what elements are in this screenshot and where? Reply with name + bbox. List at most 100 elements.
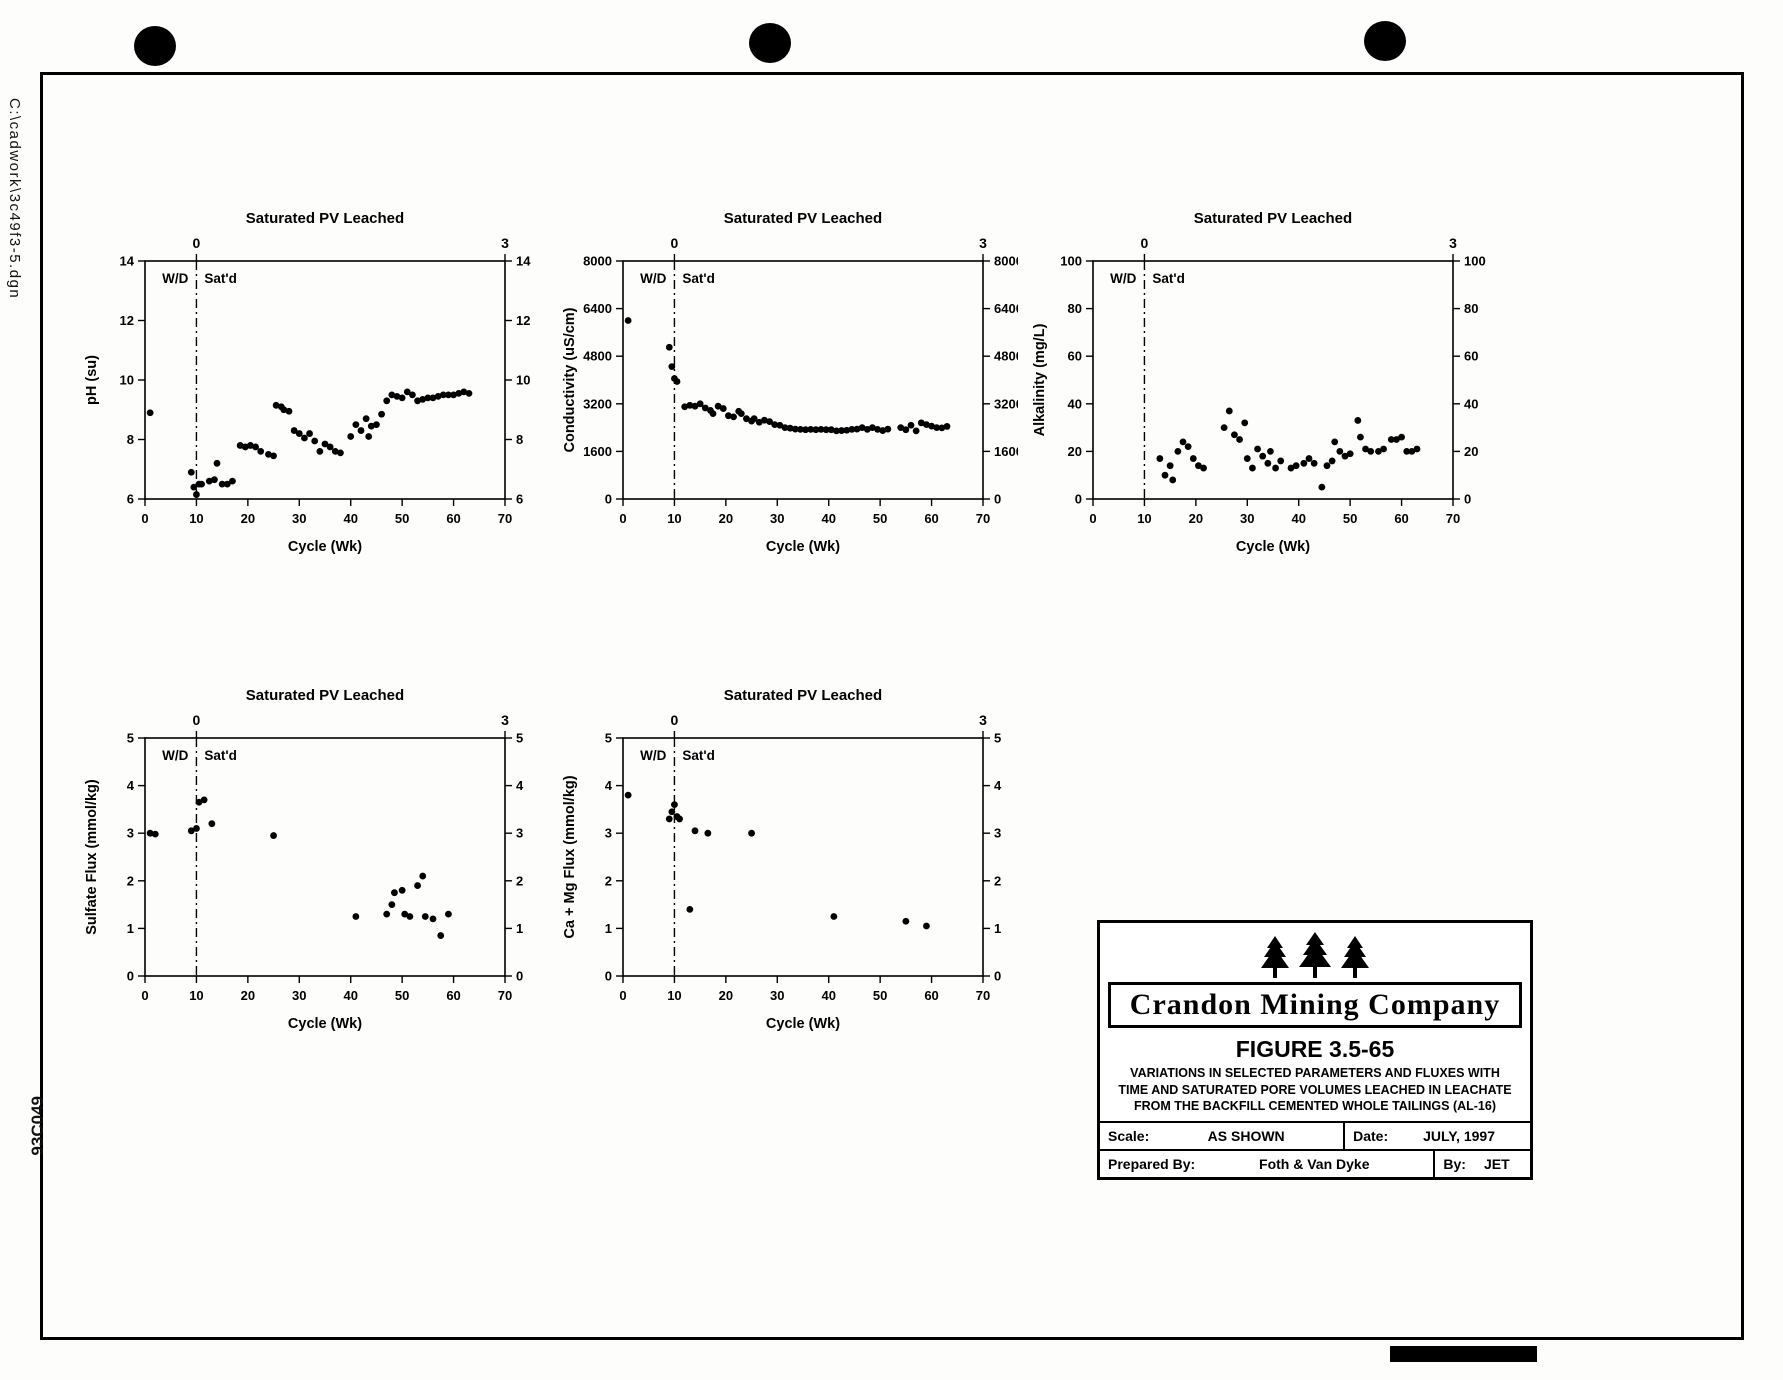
- top-axis-tick-label: 0: [193, 712, 201, 728]
- data-point: [696, 400, 704, 408]
- data-point: [822, 426, 830, 434]
- prepared-label: Prepared By:: [1108, 1155, 1196, 1172]
- data-point: [624, 791, 632, 799]
- data-point: [311, 437, 319, 445]
- date-value: JULY, 1997: [1423, 1127, 1495, 1144]
- data-point: [190, 483, 198, 491]
- punch-hole-left: [134, 26, 176, 66]
- prepared-value: Foth & Van Dyke: [1259, 1155, 1370, 1172]
- data-point: [301, 434, 308, 442]
- data-point: [897, 424, 905, 431]
- data-point: [750, 415, 758, 423]
- data-point: [912, 427, 920, 435]
- scan-artifact-bar: [1390, 1346, 1537, 1362]
- data-point: [1328, 457, 1336, 465]
- y-tick-label: 1: [605, 921, 612, 936]
- chart-svg: Saturated PV Leached 0 3 6 6 8 8 10 10 12 12 14 14 0 1…: [84, 210, 531, 555]
- data-point: [229, 477, 236, 485]
- top-axis-tick-label: 3: [979, 712, 987, 728]
- data-point: [902, 917, 910, 925]
- x-tick-label: 70: [976, 988, 990, 1003]
- data-point: [812, 426, 820, 434]
- data-point: [198, 480, 205, 488]
- data-point: [686, 905, 694, 913]
- data-point: [373, 421, 380, 429]
- data-point: [270, 832, 277, 839]
- y-axis-label: Alkalinity (mg/L): [1032, 323, 1048, 436]
- data-point: [797, 425, 804, 433]
- data-point: [1267, 448, 1274, 455]
- x-axis-label: Cycle (Wk): [288, 1016, 362, 1032]
- region-label-wd: W/D: [1110, 271, 1136, 286]
- data-point: [347, 433, 355, 440]
- data-point: [917, 419, 925, 427]
- data-point: [1189, 455, 1197, 462]
- chart-conductivity: Saturated PV Leached03001600160032003200…: [558, 203, 1023, 563]
- data-point: [704, 829, 712, 837]
- data-point: [455, 389, 463, 397]
- y-tick-label-right: 3200: [994, 396, 1018, 411]
- y-tick-label: 5: [127, 731, 134, 746]
- company-name: Crandon Mining Company: [1129, 988, 1501, 1021]
- x-tick-label: 50: [873, 511, 887, 526]
- data-point: [1393, 436, 1400, 443]
- x-tick-label: 70: [498, 511, 512, 526]
- data-point: [1277, 457, 1285, 465]
- data-point: [686, 401, 694, 409]
- x-tick-label: 10: [189, 988, 203, 1003]
- prepared-by-row: Prepared By: Foth & Van Dyke By: JET: [1100, 1148, 1530, 1177]
- scale-cell: Scale: AS SHOWN: [1100, 1122, 1346, 1149]
- data-point: [1292, 462, 1300, 470]
- data-point: [316, 448, 324, 455]
- data-point: [833, 427, 840, 435]
- data-point: [1380, 445, 1387, 453]
- data-point: [321, 440, 329, 448]
- data-point: [676, 815, 683, 823]
- data-point: [352, 913, 360, 920]
- x-tick-label: 0: [141, 988, 148, 1003]
- data-point: [691, 402, 699, 410]
- data-point: [1341, 452, 1349, 460]
- data-point: [290, 427, 298, 434]
- y-tick-label-right: 80: [1464, 301, 1478, 316]
- data-point: [414, 397, 421, 405]
- data-point: [1241, 419, 1249, 427]
- x-tick-label: 50: [1343, 511, 1357, 526]
- y-tick-label: 14: [120, 254, 135, 269]
- data-point: [1169, 476, 1177, 484]
- data-point: [211, 476, 218, 484]
- data-point: [1156, 455, 1164, 462]
- by-cell: By: JET: [1435, 1151, 1530, 1177]
- data-point: [146, 409, 154, 417]
- data-point: [671, 801, 678, 809]
- scale-date-row: Scale: AS SHOWN Date: JULY, 1997: [1100, 1120, 1530, 1149]
- data-point: [737, 410, 745, 418]
- x-tick-label: 30: [770, 988, 784, 1003]
- data-point: [907, 421, 915, 429]
- x-tick-label: 70: [976, 511, 990, 526]
- data-point: [748, 829, 755, 837]
- data-point: [1184, 443, 1192, 451]
- data-point: [1225, 407, 1233, 415]
- data-point: [1362, 445, 1369, 453]
- data-point: [236, 442, 244, 449]
- data-point: [1166, 462, 1174, 470]
- data-point: [398, 394, 406, 402]
- data-point: [817, 425, 825, 433]
- x-axis-label: Cycle (Wk): [766, 1016, 840, 1032]
- x-tick-label: 40: [343, 988, 357, 1003]
- data-point: [193, 825, 200, 832]
- data-point: [743, 415, 750, 423]
- chart-title: Saturated PV Leached: [1194, 210, 1352, 227]
- data-point: [879, 427, 887, 434]
- y-tick-label: 8: [127, 432, 134, 447]
- data-point: [681, 403, 689, 411]
- data-point: [776, 421, 784, 429]
- data-point: [1300, 459, 1308, 467]
- data-point: [383, 397, 391, 405]
- y-tick-label-right: 20: [1464, 444, 1478, 459]
- y-tick-label: 3: [127, 826, 134, 841]
- data-point: [1413, 445, 1421, 453]
